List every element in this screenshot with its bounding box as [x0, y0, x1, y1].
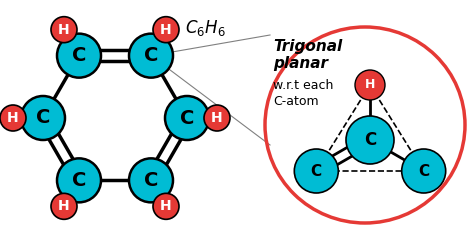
Text: C: C — [72, 171, 86, 190]
Text: w.r.t each
C-atom: w.r.t each C-atom — [273, 79, 333, 108]
Circle shape — [51, 17, 77, 43]
Circle shape — [346, 116, 394, 164]
Text: C: C — [144, 171, 158, 190]
Text: H: H — [211, 111, 223, 125]
Text: H: H — [58, 199, 70, 213]
Text: C: C — [144, 46, 158, 65]
Circle shape — [204, 105, 230, 131]
Text: C: C — [311, 164, 322, 178]
Circle shape — [401, 149, 446, 193]
Text: H: H — [160, 23, 172, 37]
Text: C: C — [418, 164, 429, 178]
Circle shape — [0, 105, 26, 131]
Text: C: C — [36, 109, 50, 128]
Text: H: H — [58, 23, 70, 37]
Text: H: H — [365, 79, 375, 92]
Circle shape — [165, 96, 209, 140]
Circle shape — [51, 193, 77, 219]
Text: $C_6H_6$: $C_6H_6$ — [185, 18, 226, 38]
Text: C: C — [364, 131, 376, 149]
Text: C: C — [72, 46, 86, 65]
Circle shape — [294, 149, 338, 193]
Text: Trigonal
planar: Trigonal planar — [273, 39, 342, 71]
Text: H: H — [160, 199, 172, 213]
Circle shape — [129, 158, 173, 202]
Circle shape — [57, 158, 101, 202]
Circle shape — [355, 70, 385, 100]
Text: C: C — [180, 109, 194, 128]
Circle shape — [153, 17, 179, 43]
Circle shape — [57, 34, 101, 78]
Circle shape — [21, 96, 65, 140]
Circle shape — [153, 193, 179, 219]
Text: H: H — [7, 111, 19, 125]
Circle shape — [129, 34, 173, 78]
